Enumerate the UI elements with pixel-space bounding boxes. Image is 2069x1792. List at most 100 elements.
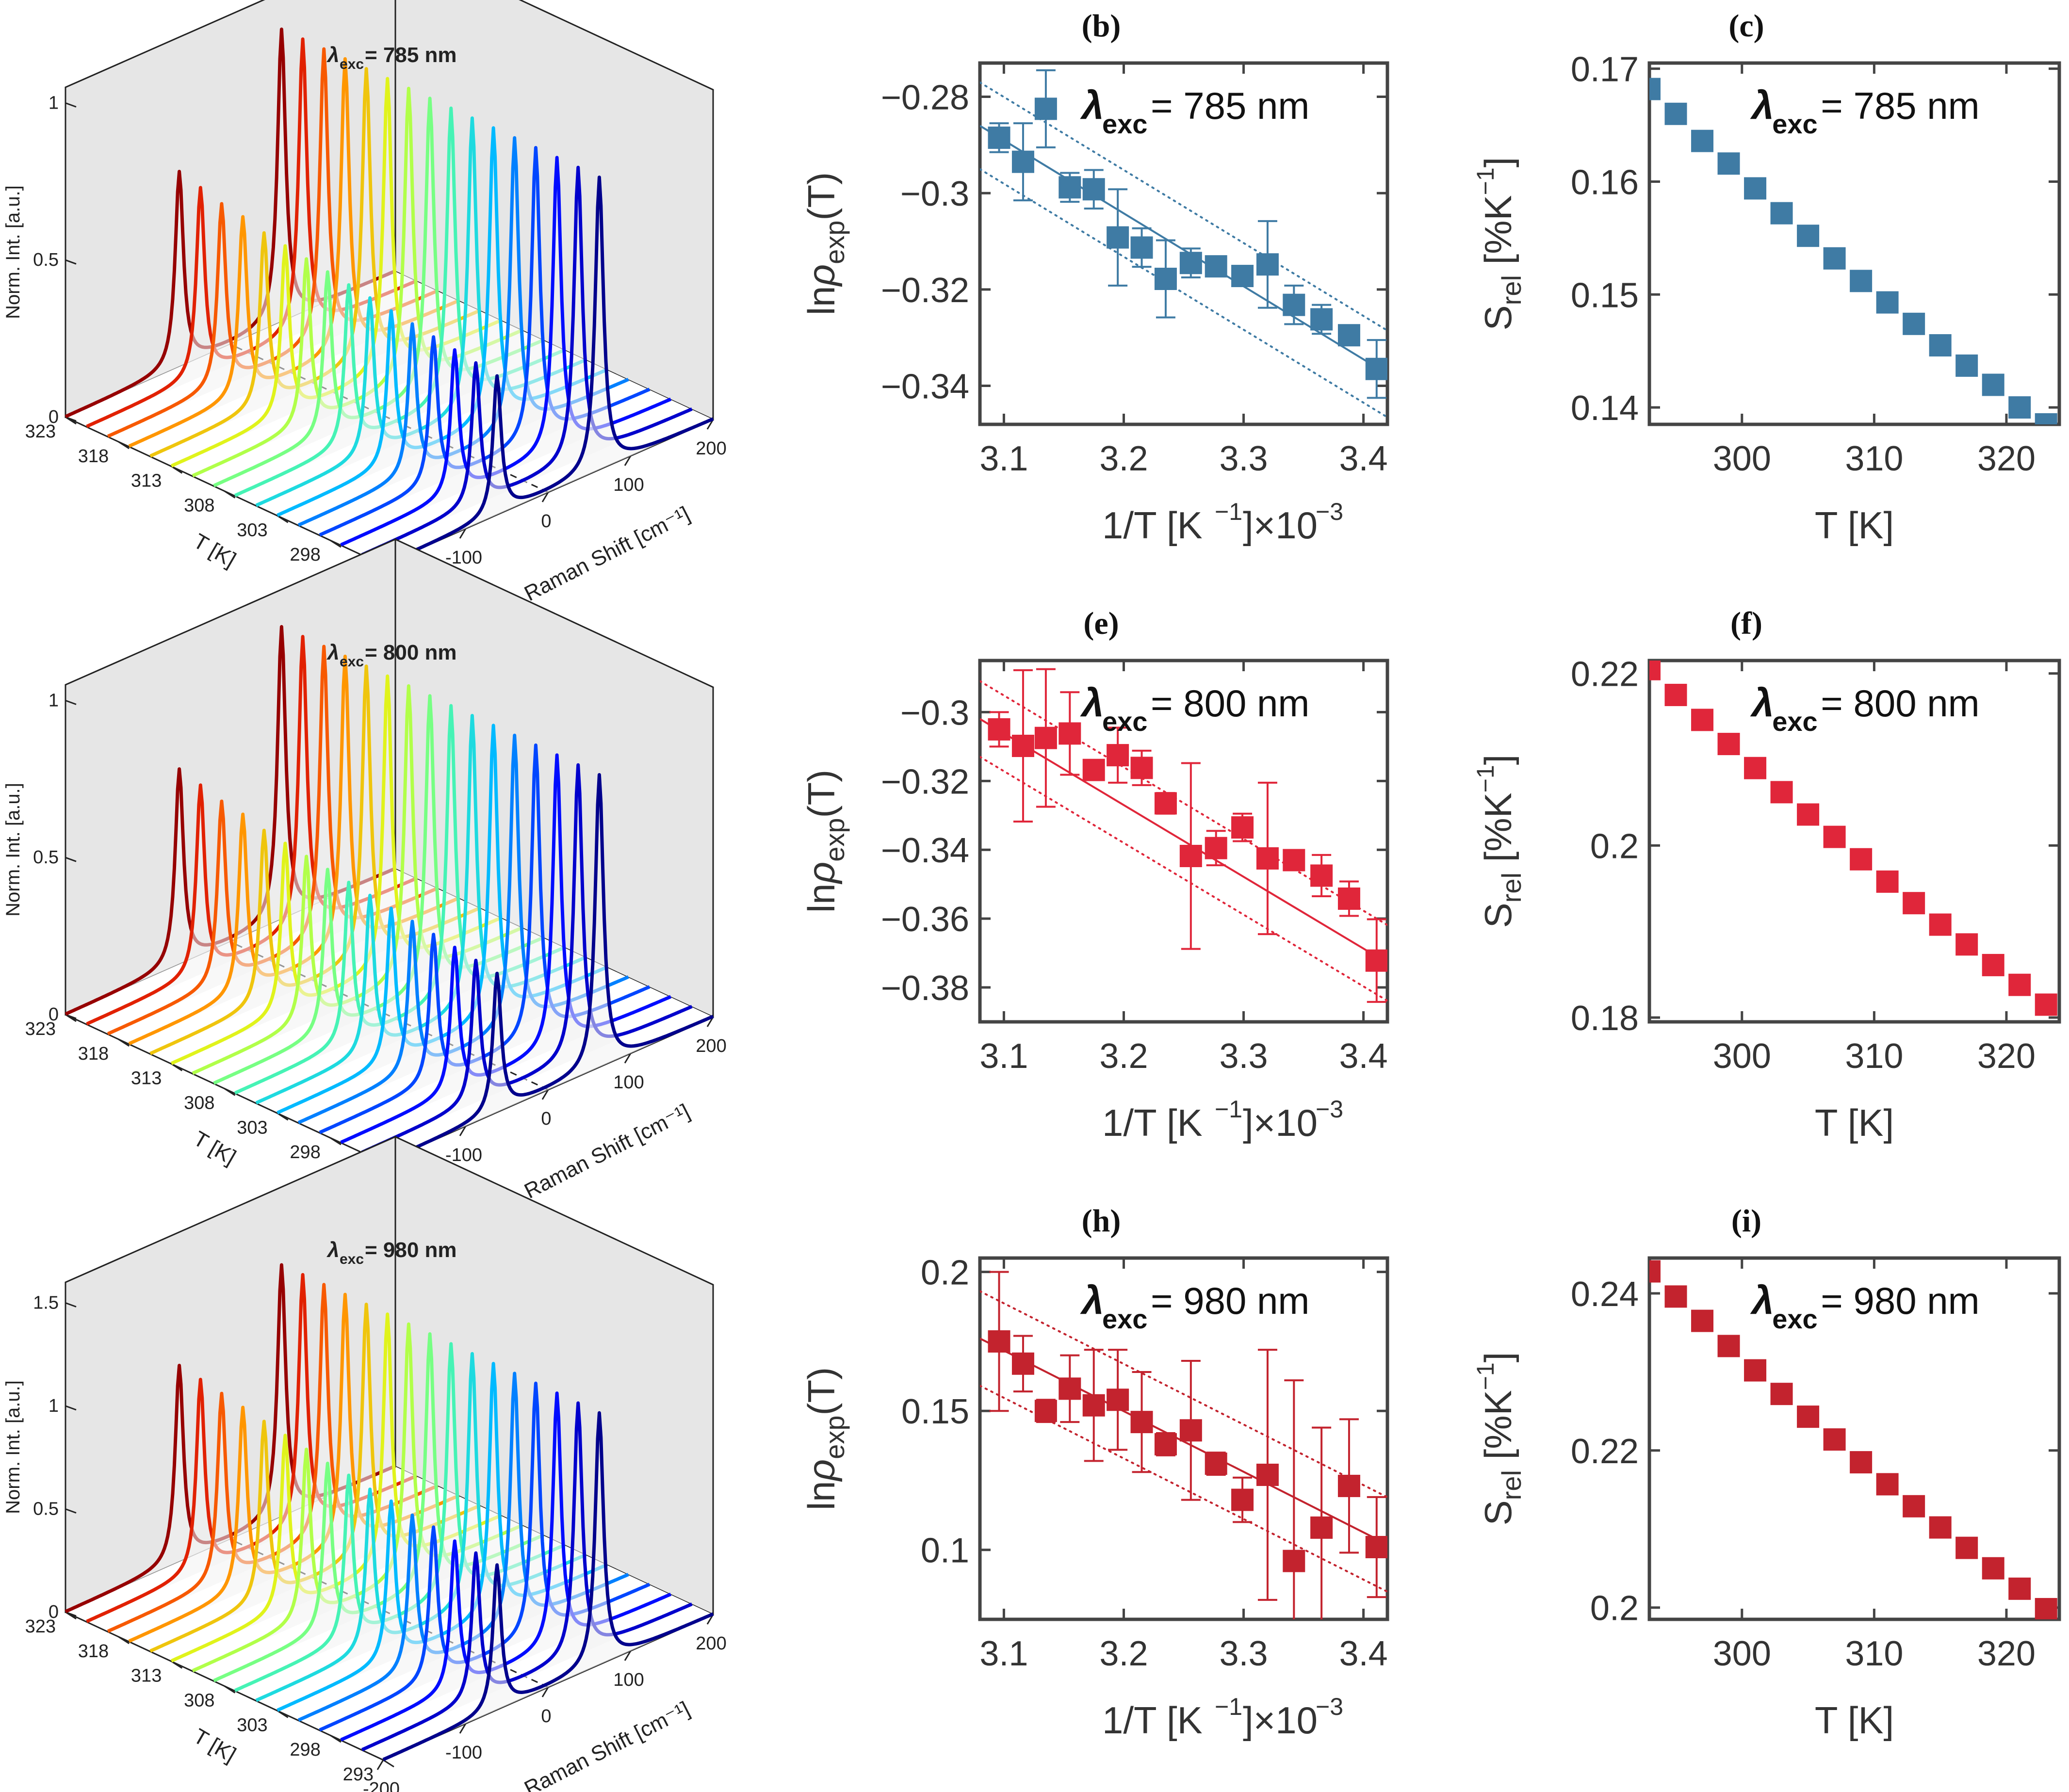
data-point <box>1797 1405 1820 1428</box>
y-axis-label: lnρexp(T) <box>800 770 850 913</box>
data-point <box>1059 1377 1081 1400</box>
t-tick-label: 303 <box>237 1117 267 1138</box>
x-tick-label: 310 <box>1845 1037 1903 1076</box>
data-point <box>1664 683 1687 706</box>
t-tick-label: 323 <box>25 1616 56 1637</box>
x-tick-label: 3.1 <box>979 1634 1028 1673</box>
data-point <box>1903 1495 1925 1518</box>
data-point <box>1929 913 1952 936</box>
y-tick-label: −0.32 <box>881 762 969 801</box>
excitation-title-sub: exc <box>340 1251 364 1267</box>
fit-line <box>980 125 1387 375</box>
panel-letter-c: (c) <box>1728 8 1764 44</box>
excitation-title-value: = 800 nm <box>365 641 457 664</box>
t-tick <box>383 1759 394 1768</box>
data-point <box>1744 757 1767 779</box>
t-tick-label: 298 <box>290 1142 320 1162</box>
x-tick-label: 320 <box>1977 1634 2036 1673</box>
excitation-annotation: λ <box>1080 83 1104 128</box>
data-point <box>1649 661 1661 680</box>
y-tick-label: 0.16 <box>1571 163 1639 202</box>
data-point <box>1649 78 1661 100</box>
data-point <box>1179 252 1202 274</box>
shift-tick-label: -100 <box>445 1145 482 1165</box>
data-point <box>1770 1383 1793 1405</box>
excitation-annotation-sub: exc <box>1772 109 1817 139</box>
shift-tick <box>541 1089 549 1100</box>
shift-tick-label: 0 <box>541 1706 551 1727</box>
y-tick-label: −0.36 <box>881 900 969 939</box>
x-tick-label: 3.3 <box>1219 1634 1268 1673</box>
data-point <box>1850 1451 1873 1474</box>
shift-tick <box>459 1723 467 1734</box>
excitation-annotation-sub: exc <box>1102 109 1147 139</box>
y-tick-label: 0.2 <box>1590 827 1639 866</box>
shift-tick-label: 100 <box>613 475 644 495</box>
data-point <box>1365 949 1387 972</box>
x-axis-label: T [K] <box>1815 1101 1894 1144</box>
data-point <box>1337 324 1360 347</box>
t-tick-label: 308 <box>184 496 214 516</box>
z-tick-label: 0.5 <box>33 1499 59 1519</box>
data-point <box>1011 734 1034 757</box>
data-point <box>2008 1577 2031 1600</box>
y-tick-label: 0.15 <box>1571 276 1639 315</box>
t-tick <box>330 539 342 548</box>
t-tick <box>65 1611 77 1620</box>
x-tick-label: 3.3 <box>1219 439 1268 478</box>
panel-letter-b: (b) <box>1082 8 1121 44</box>
data-point <box>1205 255 1227 278</box>
t-tick-label: 318 <box>78 446 109 467</box>
panel-letter-h: (h) <box>1082 1203 1121 1239</box>
z-tick <box>65 102 77 108</box>
t-tick-label: 303 <box>237 1715 267 1735</box>
data-point <box>1717 152 1740 175</box>
data-point <box>1011 1352 1034 1375</box>
y-axis-label: Srel [%K−1] <box>1472 1352 1527 1526</box>
shift-tick <box>624 1053 632 1064</box>
x-axis-label-mult-exp: −3 <box>1316 498 1343 525</box>
x-axis-label: 1/T [K <box>1102 504 1203 547</box>
panel-letter-i: (i) <box>1731 1203 1761 1239</box>
data-point <box>1744 1359 1767 1382</box>
t-tick <box>118 441 130 450</box>
data-point <box>1107 744 1129 767</box>
temperature-axis-label: T [K] <box>189 1127 240 1169</box>
x-axis-label: 1/T [K <box>1102 1699 1203 1742</box>
data-point <box>2008 973 2031 996</box>
data-point <box>1797 803 1820 826</box>
panel-g: 0 0.5 1 1.5 323 318 313 308 303 298 293-200 -100 0 10… <box>2 1135 727 1792</box>
excitation-annotation-value: = 785 nm <box>1151 84 1309 127</box>
y-tick-label: 0.2 <box>921 1254 969 1292</box>
excitation-title-value: = 785 nm <box>365 43 457 67</box>
z-tick-label: 1 <box>49 1396 59 1416</box>
z-tick-label: 0 <box>49 407 59 427</box>
t-tick-label: 303 <box>237 520 267 540</box>
temperature-axis-label: T [K] <box>189 529 240 572</box>
excitation-annotation: λ <box>1080 1278 1104 1323</box>
data-point <box>1903 312 1925 335</box>
x-axis-label: T [K] <box>1815 1699 1894 1742</box>
plot-area <box>1647 61 2061 426</box>
plot-content <box>1649 1260 2057 1619</box>
plot-content <box>980 69 1387 419</box>
spectrum-293K <box>382 773 714 1164</box>
panel-e: 3.1 3.2 3.3 3.4 −0.3 −0.32 −0.34 −0.36 −0.38 λexc… <box>800 659 1389 1144</box>
shift-tick-label: 200 <box>696 1036 726 1056</box>
y-tick-label: 0.2 <box>1590 1589 1639 1628</box>
data-point <box>1929 1516 1952 1539</box>
excitation-title-sub: exc <box>340 654 364 670</box>
data-point <box>1649 1260 1661 1283</box>
y-tick-label: −0.34 <box>881 368 969 406</box>
x-axis-label-mult: ]×10 <box>1243 504 1318 547</box>
x-tick-label: 3.4 <box>1339 1634 1388 1673</box>
excitation-title-sub: exc <box>340 56 364 72</box>
x-tick-label: 3.4 <box>1339 1037 1388 1076</box>
t-tick-label: 308 <box>184 1093 214 1114</box>
spectrum-295K <box>361 165 693 557</box>
excitation-annotation-value: = 980 nm <box>1151 1279 1309 1322</box>
y-tick-label: 0.1 <box>921 1532 969 1570</box>
